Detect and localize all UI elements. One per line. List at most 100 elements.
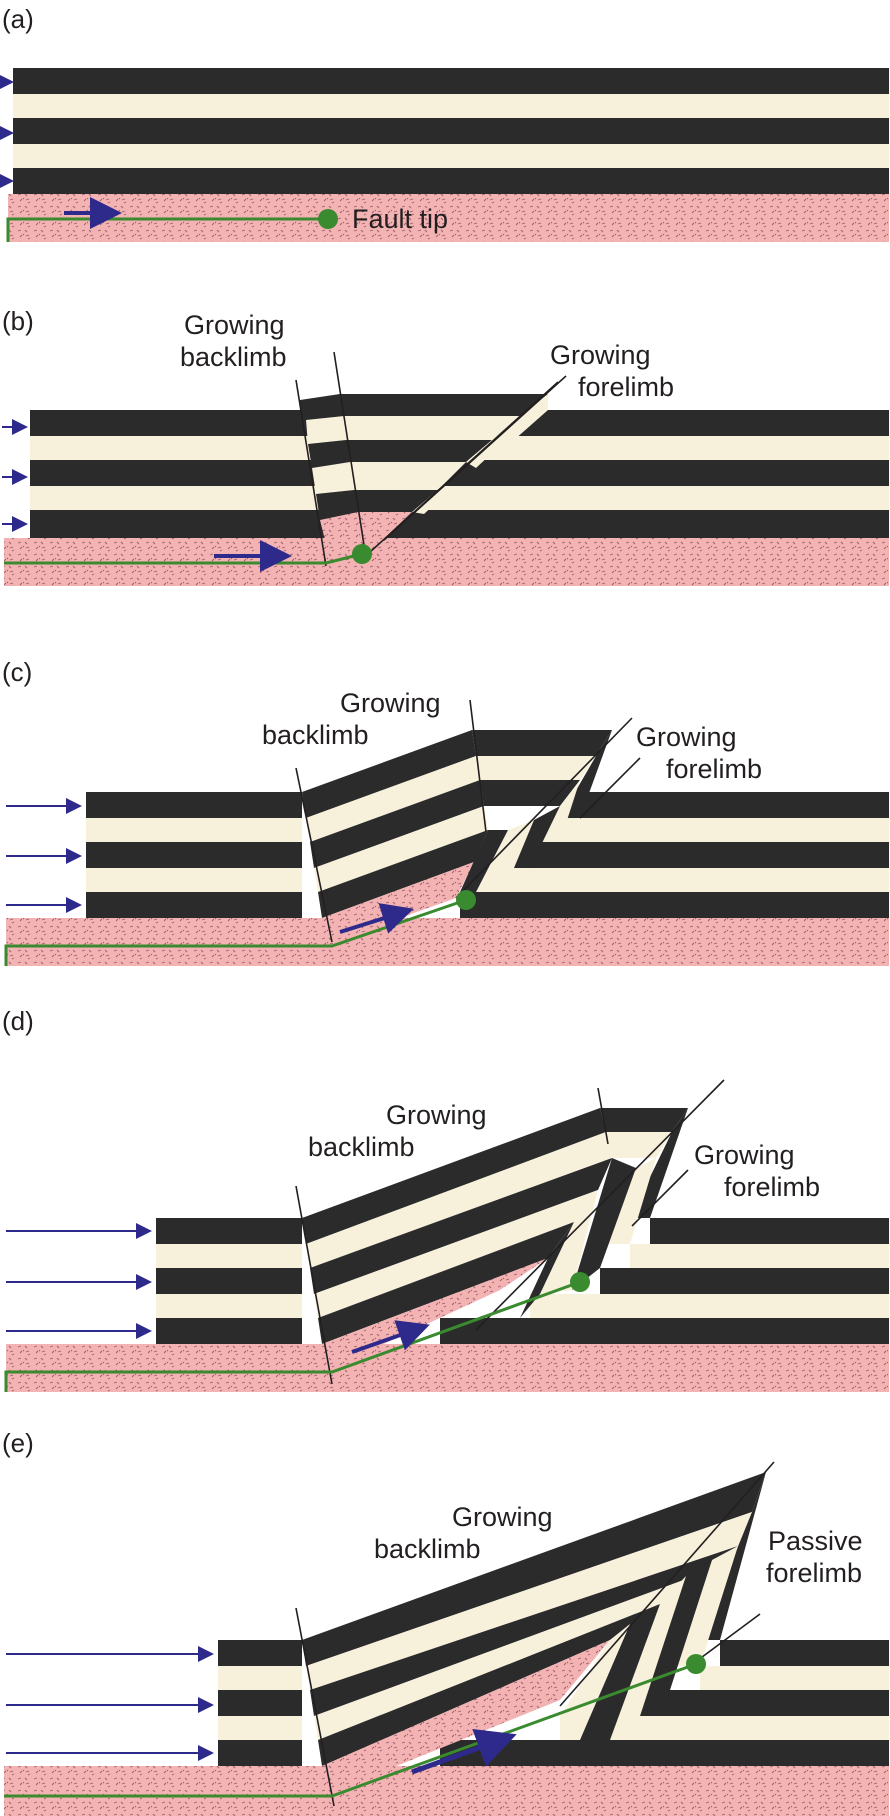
- layer-light: [218, 1666, 302, 1690]
- panel-a: (a) Fault tip: [0, 4, 889, 242]
- strata-a: [8, 68, 889, 242]
- layer-light: [504, 868, 889, 892]
- fault-tip-marker: [686, 1654, 706, 1674]
- forelimb-light: [412, 490, 450, 514]
- forelimb-light: [466, 440, 506, 468]
- axial-line: [631, 1169, 689, 1227]
- layer-light: [30, 486, 889, 510]
- axial-surfaces-c: [295, 699, 641, 943]
- layer-dark: [13, 68, 889, 94]
- annotation-growing-backlimb-2: backlimb: [180, 342, 287, 372]
- basement-layer: [330, 1344, 889, 1392]
- crest-layer-dark: [472, 730, 612, 756]
- layer-dark: [156, 1318, 302, 1344]
- forelimb-layer-light: [540, 1190, 598, 1294]
- uplift-layer-dark: [300, 394, 548, 420]
- fault-line: [4, 1662, 697, 1798]
- forelimb-layer-dark: [520, 1222, 574, 1318]
- push-arrows-e: [6, 1646, 214, 1761]
- annotation-growing-forelimb-2: forelimb: [578, 372, 674, 402]
- layer-dark: [218, 1690, 302, 1716]
- layer-dark: [13, 118, 889, 144]
- fault-tip-marker: [570, 1272, 590, 1292]
- push-arrows-d: [6, 1223, 152, 1339]
- annotation-growing-backlimb-1: Growing: [184, 310, 285, 340]
- annotation-passive-forelimb-2: forelimb: [766, 1558, 862, 1588]
- forelimb-layer-light: [530, 780, 580, 842]
- axial-surfaces-b: [295, 351, 567, 567]
- annotation-growing-backlimb-2: backlimb: [374, 1534, 481, 1564]
- layer-dark: [640, 1690, 889, 1716]
- uplift-basement: [320, 512, 412, 560]
- annotation-growing-forelimb-1: Growing: [550, 340, 651, 370]
- layer-dark: [13, 168, 889, 194]
- layer-dark: [650, 1218, 889, 1244]
- basement-layer: [6, 918, 336, 966]
- basement-layer: [6, 1344, 336, 1392]
- layer-dark: [86, 842, 302, 868]
- layer-light: [13, 144, 889, 168]
- axial-line: [597, 1087, 609, 1145]
- panel-label-e: (e): [2, 1428, 34, 1458]
- push-arrows-b: [2, 419, 28, 532]
- axial-line: [383, 375, 567, 541]
- backlimb-layer-light: [306, 756, 480, 842]
- backlimb-layer-dark: [310, 1158, 612, 1294]
- layer-dark: [580, 792, 889, 818]
- axial-line: [333, 351, 367, 559]
- layer-light: [560, 818, 889, 842]
- basement-layer: [4, 1766, 336, 1816]
- fault-line: [6, 217, 328, 242]
- forelimb-layer-dark: [572, 1158, 636, 1290]
- backlimb-layer-dark: [318, 1604, 660, 1766]
- layer-dark: [600, 1268, 889, 1294]
- fault-tip-marker: [318, 209, 338, 229]
- slip-arrow: [351, 1320, 430, 1354]
- strata-b: [4, 394, 889, 586]
- layer-light: [13, 94, 889, 118]
- backlimb-basement: [322, 1258, 548, 1368]
- layer-dark: [440, 1740, 889, 1766]
- uplift-layer-light: [306, 416, 520, 444]
- panel-label-b: (b): [2, 306, 34, 336]
- axial-line: [579, 757, 641, 819]
- fault-tip-marker: [352, 544, 372, 564]
- annotation-growing-backlimb-1: Growing: [340, 688, 441, 718]
- forelimb-layer-dark: [580, 1604, 660, 1740]
- axial-line: [295, 1185, 333, 1385]
- axial-line: [295, 767, 333, 943]
- panel-c: (c): [2, 657, 889, 966]
- annotation-growing-forelimb-1: Growing: [694, 1140, 795, 1170]
- push-arrows-a: [0, 74, 14, 189]
- uplift-layer-light: [312, 462, 466, 494]
- axial-surfaces-d: [295, 1079, 725, 1385]
- uplift-layer-dark: [308, 440, 492, 468]
- layer-dark: [86, 792, 302, 818]
- strata-d: [6, 1108, 889, 1392]
- layer-dark: [530, 842, 889, 868]
- fault-tip-marker: [456, 890, 476, 910]
- layer-dark: [30, 510, 889, 538]
- strata-c: [6, 730, 889, 966]
- layer-dark: [440, 1318, 889, 1344]
- backlimb-layer-light: [314, 1190, 598, 1318]
- annotation-growing-forelimb-2: forelimb: [666, 754, 762, 784]
- layer-dark: [720, 1640, 889, 1666]
- annotation-growing-backlimb-1: Growing: [386, 1100, 487, 1130]
- panel-label-a: (a): [2, 4, 34, 34]
- layer-light: [156, 1244, 302, 1268]
- backlimb-layer-light: [306, 1512, 752, 1690]
- panel-b: (b): [2, 306, 889, 586]
- axial-line: [455, 717, 633, 899]
- panel-e: (e): [2, 1428, 889, 1816]
- layer-light: [218, 1716, 302, 1740]
- layer-light: [700, 1666, 889, 1690]
- basement-layer: [330, 1766, 889, 1816]
- layer-dark: [156, 1218, 302, 1244]
- layer-dark: [218, 1640, 302, 1666]
- crest-layer-light: [476, 756, 596, 780]
- layer-dark: [218, 1740, 302, 1766]
- annotation-passive-forelimb-1: Passive: [768, 1526, 863, 1556]
- forelimb-layer-light: [476, 820, 534, 892]
